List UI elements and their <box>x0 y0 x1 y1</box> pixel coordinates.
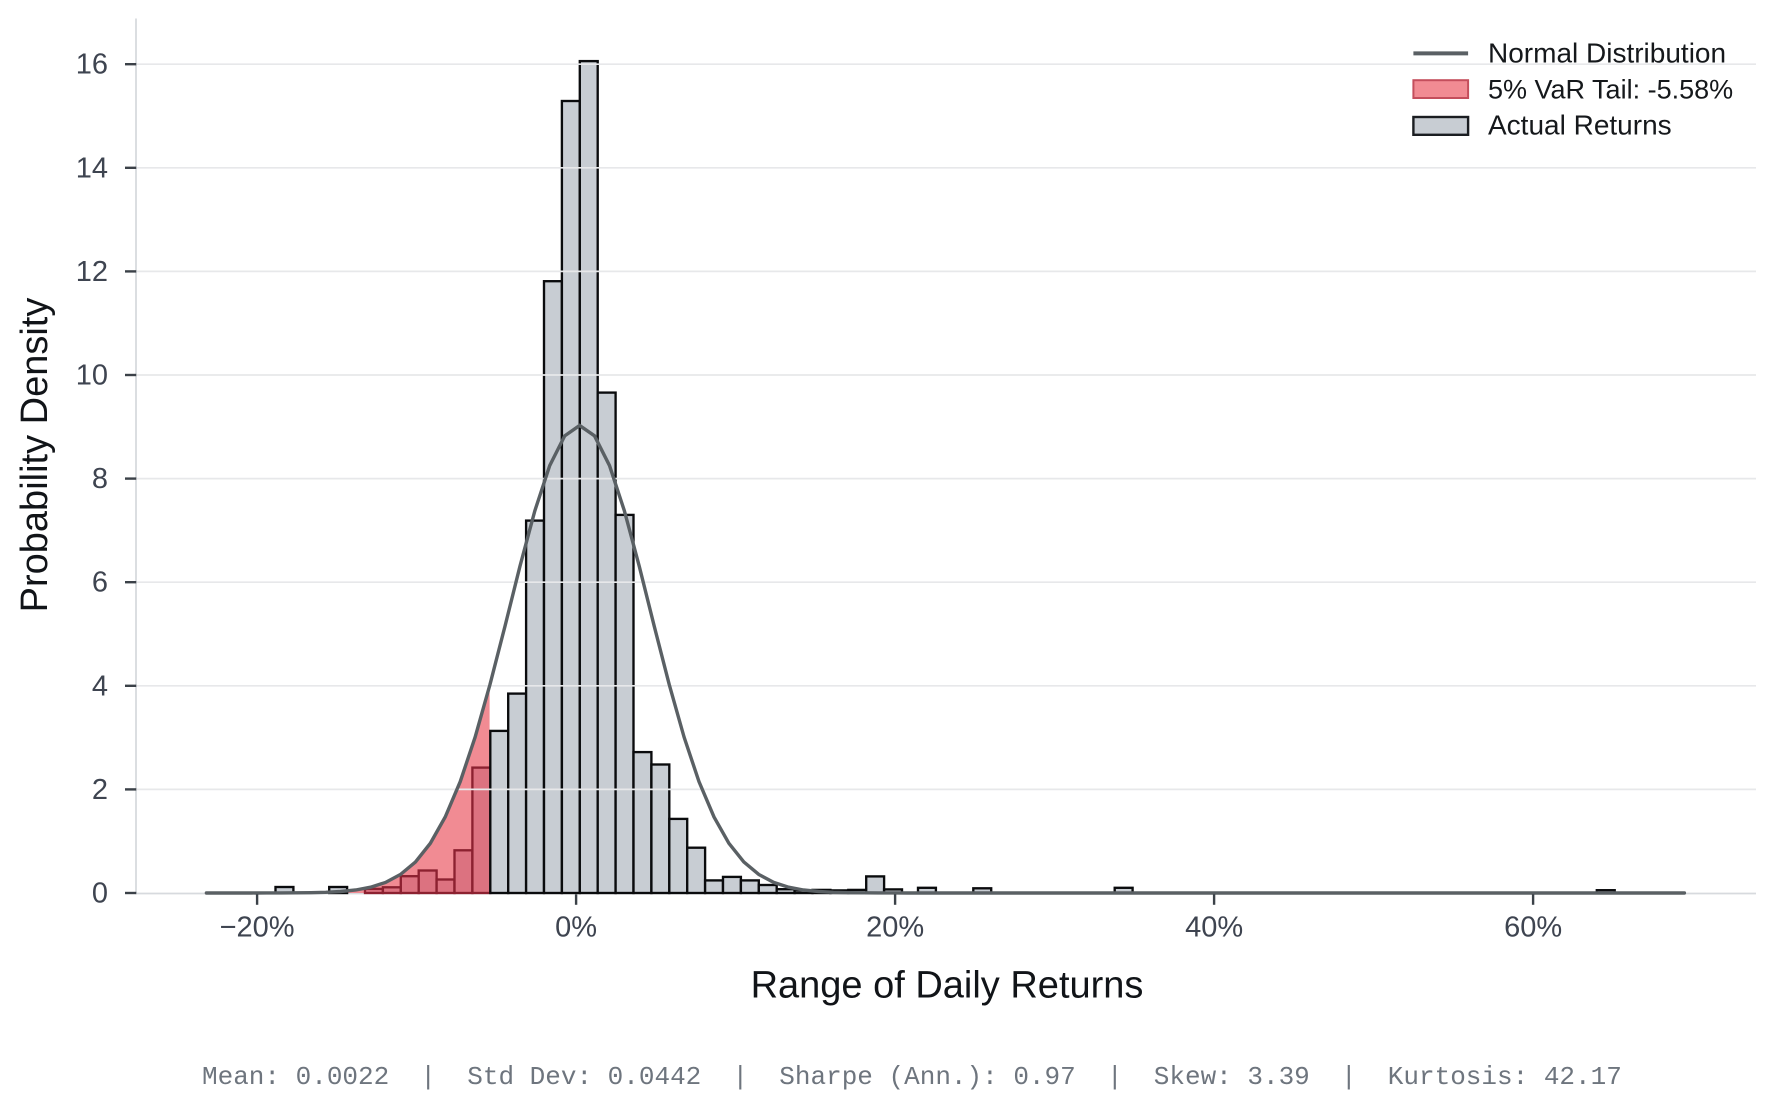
svg-text:12: 12 <box>76 256 108 288</box>
svg-text:Range of Daily Returns: Range of Daily Returns <box>751 965 1144 1007</box>
svg-text:16: 16 <box>76 49 108 81</box>
svg-text:60%: 60% <box>1504 912 1562 944</box>
svg-text:8: 8 <box>92 463 108 495</box>
svg-text:Mean: 0.0022 | Std Dev: 0.04: Mean: 0.0022 | Std Dev: 0.0442 | Sharpe … <box>202 1062 1622 1092</box>
svg-text:Normal Distribution: Normal Distribution <box>1488 38 1726 69</box>
svg-text:4: 4 <box>92 670 108 702</box>
svg-text:10: 10 <box>76 360 108 392</box>
svg-text:0%: 0% <box>555 912 597 944</box>
svg-text:20%: 20% <box>866 912 924 944</box>
svg-text:Probability Density: Probability Density <box>14 298 56 613</box>
svg-text:14: 14 <box>76 152 108 184</box>
svg-text:−20%: −20% <box>220 912 295 944</box>
svg-text:40%: 40% <box>1185 912 1243 944</box>
svg-text:0: 0 <box>92 878 108 910</box>
svg-text:6: 6 <box>92 567 108 599</box>
svg-text:5% VaR Tail: -5.58%: 5% VaR Tail: -5.58% <box>1488 74 1733 104</box>
svg-text:Actual Returns: Actual Returns <box>1488 110 1672 141</box>
svg-text:2: 2 <box>92 774 108 806</box>
